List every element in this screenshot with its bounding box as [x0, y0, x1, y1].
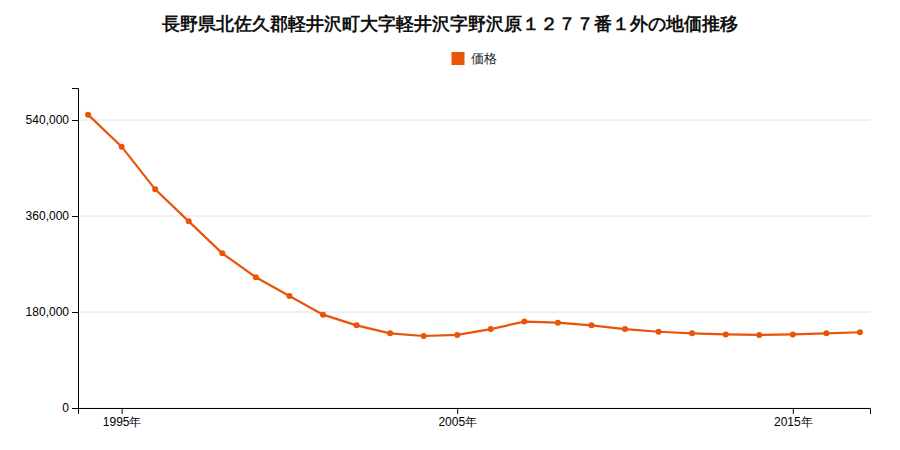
tick-mark	[457, 408, 458, 414]
grid	[78, 120, 870, 408]
legend-swatch	[452, 52, 465, 65]
point	[219, 250, 225, 256]
point	[253, 274, 259, 280]
tick: 2015年	[774, 408, 813, 429]
tick-label: 0	[62, 401, 69, 415]
tick-mark	[72, 120, 78, 121]
tick: 2005年	[438, 408, 477, 429]
point	[488, 326, 494, 332]
marks	[85, 112, 863, 339]
point	[622, 326, 628, 332]
point	[454, 332, 460, 338]
grid-line	[78, 120, 870, 121]
point	[588, 322, 594, 328]
point	[354, 322, 360, 328]
point	[656, 329, 662, 335]
tick-label: 540,000	[26, 113, 70, 127]
point	[186, 218, 192, 224]
point	[857, 329, 863, 335]
tick-label: 1995年	[103, 415, 142, 429]
grid-line	[78, 216, 870, 217]
tick: 0	[62, 401, 78, 415]
point	[119, 144, 125, 150]
point	[689, 330, 695, 336]
point	[387, 330, 393, 336]
tick: 360,000	[26, 209, 78, 223]
y-axis: 0 180,000 360,000 540,000	[26, 89, 79, 416]
plot: 1995年 2005年 2015年 0 180,000 360,000 540,000	[26, 89, 871, 429]
tick-label: 180,000	[26, 305, 70, 319]
tick: 180,000	[26, 305, 78, 319]
tick-label: 2015年	[774, 415, 813, 429]
markers	[85, 112, 863, 339]
line	[88, 115, 860, 336]
tick-mark	[72, 216, 78, 217]
point	[320, 312, 326, 318]
tick-label: 360,000	[26, 209, 70, 223]
point	[790, 331, 796, 337]
point	[152, 186, 158, 192]
legend-label: 価格	[471, 51, 497, 66]
tick: 1995年	[103, 408, 142, 429]
tick: 540,000	[26, 113, 78, 127]
tick-label: 2005年	[438, 415, 477, 429]
title: 長野県北佐久郡軽井沢町大字軽井沢字野沢原１２７７番１外の地価推移	[161, 13, 738, 34]
point	[286, 293, 292, 299]
tick-mark	[72, 312, 78, 313]
grid-line	[78, 312, 870, 313]
chart: 長野県北佐久郡軽井沢町大字軽井沢字野沢原１２７７番１外の地価推移 1995年 200…	[0, 0, 900, 450]
legend-item: 価格	[452, 51, 497, 66]
tick-mark	[793, 408, 794, 414]
tick-mark	[122, 408, 123, 414]
x-axis: 1995年 2005年 2015年	[79, 408, 871, 429]
axis-line	[72, 89, 79, 409]
point	[723, 331, 729, 337]
point	[555, 320, 561, 326]
tick-mark	[72, 408, 78, 409]
point	[521, 319, 527, 325]
point	[421, 333, 427, 339]
point	[756, 332, 762, 338]
point	[85, 112, 91, 118]
axis-line	[79, 409, 871, 415]
point	[823, 330, 829, 336]
legend: 価格	[452, 51, 497, 66]
